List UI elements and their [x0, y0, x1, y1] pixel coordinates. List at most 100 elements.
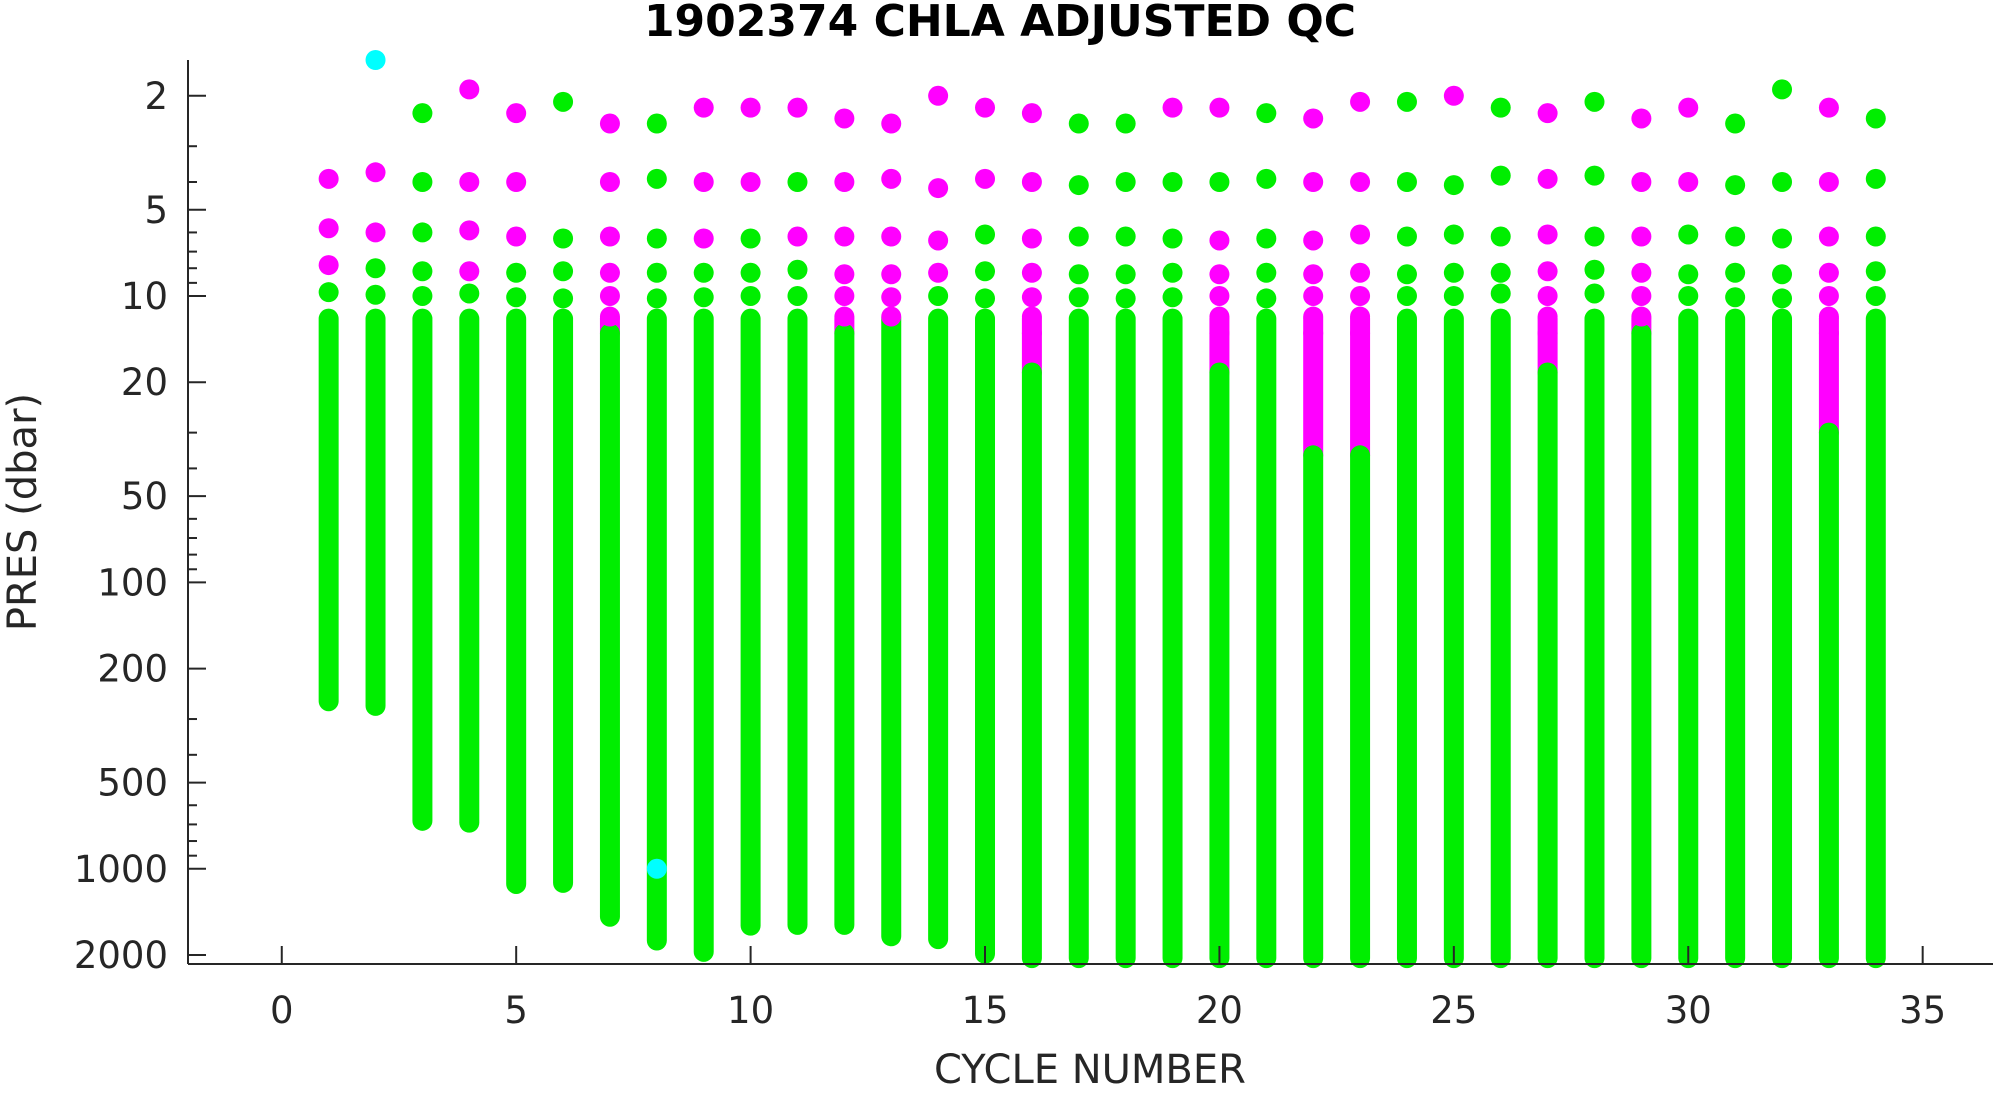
data-point — [412, 261, 433, 282]
x-tick-label: 5 — [504, 989, 528, 1032]
data-point — [1209, 97, 1230, 118]
data-point — [1021, 323, 1042, 344]
data-point — [599, 172, 620, 193]
data-point — [318, 255, 339, 276]
data-point — [553, 261, 574, 282]
data-point — [881, 264, 902, 285]
data-point — [412, 285, 433, 306]
data-point — [928, 230, 949, 251]
data-point — [1350, 91, 1371, 112]
data-point — [1772, 264, 1793, 285]
y-tick-label: 50 — [121, 475, 168, 518]
data-point — [1209, 285, 1230, 306]
data-point — [1303, 323, 1324, 344]
data-point — [1021, 262, 1042, 283]
data-point — [646, 262, 667, 283]
data-point — [646, 288, 667, 309]
data-point — [1303, 264, 1324, 285]
y-tick-label: 100 — [97, 561, 168, 604]
data-point — [1303, 285, 1324, 306]
data-point — [975, 261, 996, 282]
data-point — [459, 172, 480, 193]
data-point — [740, 228, 761, 249]
y-tick-label: 200 — [97, 648, 168, 691]
data-point — [553, 228, 574, 249]
data-point — [1303, 306, 1324, 327]
data-point — [1725, 175, 1746, 196]
data-point — [1256, 262, 1277, 283]
data-point — [1584, 226, 1605, 247]
data-point — [1865, 226, 1886, 247]
data-point — [1490, 283, 1511, 304]
data-point — [787, 259, 808, 280]
data-point — [412, 103, 433, 124]
data-point — [1443, 262, 1464, 283]
data-point — [1865, 108, 1886, 129]
data-point — [1256, 288, 1277, 309]
data-point — [1725, 113, 1746, 134]
data-point — [318, 218, 339, 239]
data-point — [1350, 323, 1371, 344]
data-point — [1490, 165, 1511, 186]
data-point — [834, 108, 855, 129]
data-point — [506, 287, 527, 308]
data-point — [1631, 172, 1652, 193]
data-point — [881, 113, 902, 134]
data-point — [1115, 264, 1136, 285]
data-point — [1162, 97, 1183, 118]
y-axis-label: PRES (dbar) — [0, 393, 46, 631]
data-point — [506, 226, 527, 247]
data-point — [1256, 103, 1277, 124]
data-point — [1396, 91, 1417, 112]
x-tick-label: 20 — [1196, 989, 1243, 1032]
data-point — [1678, 224, 1699, 245]
data-point — [412, 172, 433, 193]
data-point — [928, 285, 949, 306]
data-point — [599, 113, 620, 134]
data-point — [459, 283, 480, 304]
data-point — [740, 285, 761, 306]
data-point — [834, 306, 855, 327]
data-point — [787, 285, 808, 306]
data-point — [365, 50, 386, 70]
data-point — [1115, 226, 1136, 247]
data-point — [1209, 230, 1230, 251]
y-tick-label: 10 — [121, 275, 168, 318]
data-point — [1490, 226, 1511, 247]
data-point — [1068, 113, 1089, 134]
data-point — [693, 172, 714, 193]
x-tick-label: 0 — [270, 989, 294, 1032]
data-point — [318, 282, 339, 303]
data-point — [459, 79, 480, 100]
data-point — [1537, 323, 1558, 344]
data-point — [1490, 97, 1511, 118]
data-point — [506, 262, 527, 283]
data-point — [1162, 287, 1183, 308]
data-point — [506, 103, 527, 124]
y-tick-label: 1000 — [74, 848, 168, 891]
y-tick-label: 5 — [144, 189, 168, 232]
data-point — [1537, 103, 1558, 124]
data-point — [1678, 264, 1699, 285]
data-point — [553, 288, 574, 309]
data-point — [599, 262, 620, 283]
data-point — [1631, 108, 1652, 129]
data-point — [1725, 226, 1746, 247]
data-point — [1584, 165, 1605, 186]
data-point — [1537, 261, 1558, 282]
data-point — [1209, 172, 1230, 193]
data-point — [1818, 285, 1839, 306]
data-point — [1303, 230, 1324, 251]
data-point — [1490, 262, 1511, 283]
data-point — [1584, 259, 1605, 280]
data-point — [693, 287, 714, 308]
data-point — [1256, 228, 1277, 249]
data-point — [1021, 103, 1042, 124]
data-point — [459, 220, 480, 241]
data-point — [740, 262, 761, 283]
data-point — [834, 285, 855, 306]
data-point — [1631, 226, 1652, 247]
data-point — [1443, 285, 1464, 306]
data-point — [975, 97, 996, 118]
data-point — [1631, 306, 1652, 327]
